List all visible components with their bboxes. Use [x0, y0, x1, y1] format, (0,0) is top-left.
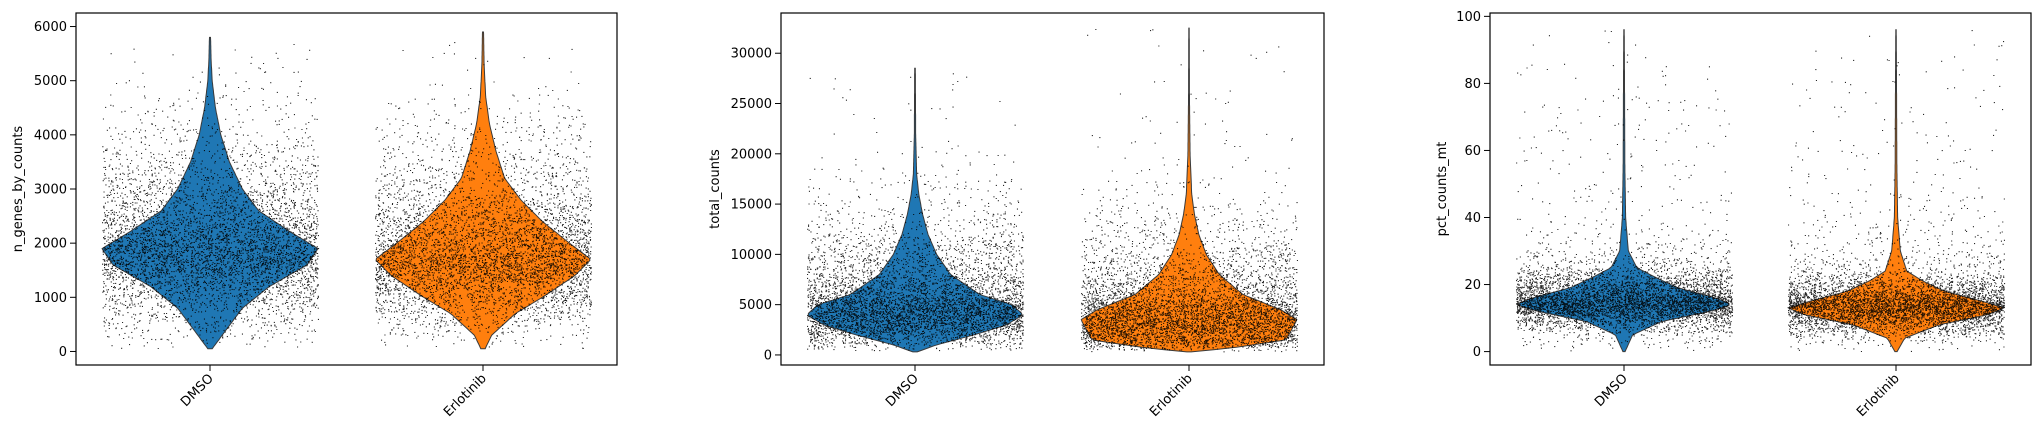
violin-dmso	[1518, 29, 1730, 353]
y-tick-label: 100	[1456, 10, 1481, 25]
violin-dmso	[807, 67, 1023, 353]
scatter-points	[1516, 30, 2006, 353]
violins	[1518, 29, 2006, 353]
violins	[101, 31, 591, 350]
y-tick-label: 80	[1464, 77, 1481, 92]
points-erlotinib	[1788, 30, 2006, 353]
y-tick-label: 15000	[731, 198, 772, 213]
y-tick-label: 40	[1464, 211, 1481, 226]
violin-erlotinib	[1080, 27, 1298, 353]
y-axis-label: pct_counts_mt	[1435, 142, 1450, 237]
y-tick-label: 10000	[731, 248, 772, 263]
y-tick-label: 0	[59, 345, 67, 360]
y-tick-label: 6000	[34, 20, 67, 35]
y-tick-label: 0	[1473, 345, 1481, 360]
y-tick-label: 30000	[731, 47, 772, 62]
scatter-points	[807, 28, 1299, 353]
points-dmso	[1516, 30, 1734, 352]
y-tick-label: 4000	[34, 128, 67, 143]
y-tick-label: 0	[764, 348, 772, 363]
y-tick-label: 3000	[34, 183, 67, 198]
points-dmso	[102, 43, 320, 350]
y-tick-label: 2000	[34, 237, 67, 252]
violin-erlotinib	[1786, 29, 2006, 353]
y-tick-label: 5000	[739, 298, 772, 313]
points-erlotinib	[1081, 28, 1299, 353]
y-ticks: 0 5000 10000 15000 20000 25000 30000	[731, 47, 781, 363]
y-tick-label: 1000	[34, 291, 67, 306]
scatter-points	[102, 42, 592, 350]
points-dmso	[807, 73, 1025, 352]
y-tick-label: 25000	[731, 97, 772, 112]
violin-dmso	[101, 36, 319, 350]
y-ticks: 0 1000 2000 3000 4000 5000 6000	[34, 20, 76, 360]
y-tick-label: 5000	[34, 74, 67, 89]
y-axis-label: total_counts	[708, 149, 723, 229]
points-erlotinib	[375, 42, 592, 350]
y-tick-label: 20000	[731, 147, 772, 162]
violin-erlotinib	[375, 31, 591, 350]
y-tick-label: 60	[1464, 144, 1481, 159]
violins	[807, 27, 1298, 353]
y-axis-label: n_genes_by_counts	[11, 126, 26, 253]
axes-frame	[1489, 12, 2032, 366]
y-tick-label: 20	[1464, 278, 1481, 293]
axes-frame	[780, 12, 1325, 366]
y-ticks: 0 20 40 60 80 100	[1456, 10, 1490, 360]
